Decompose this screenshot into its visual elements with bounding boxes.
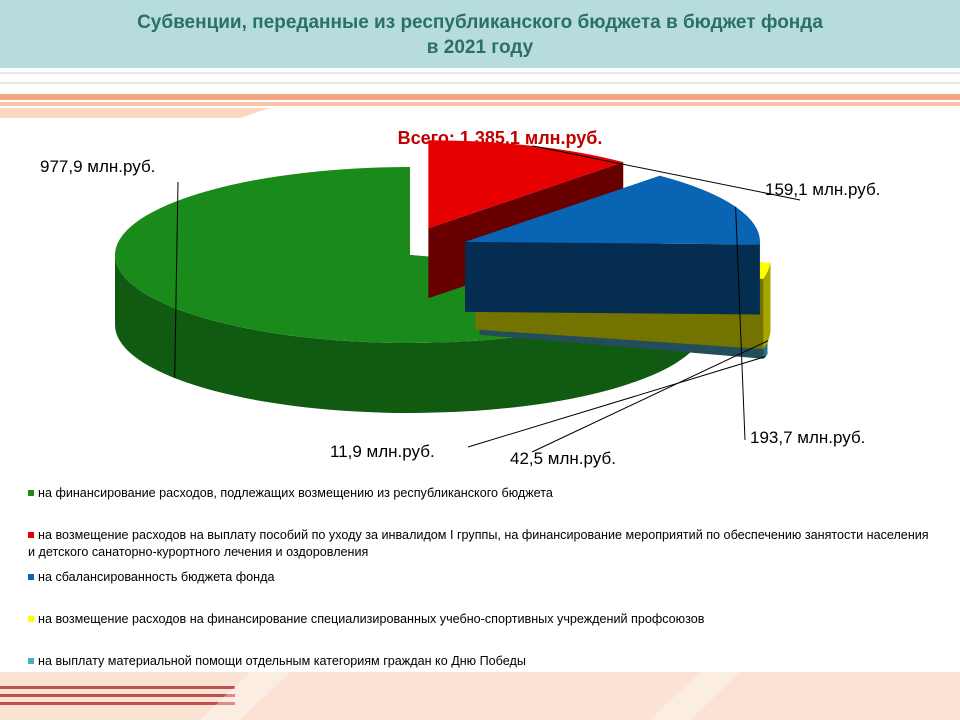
legend-text: на сбалансированность бюджета фонда	[38, 570, 275, 584]
legend-text: на финансирование расходов, подлежащих в…	[38, 486, 553, 500]
title-line-2: в 2021 году	[426, 37, 534, 58]
data-label-red: 159,1 млн.руб.	[765, 180, 881, 199]
data-label-green: 977,9 млн.руб.	[40, 157, 156, 176]
data-label-blue: 193,7 млн.руб.	[750, 428, 866, 447]
leader-line	[532, 145, 801, 201]
legend-text: на выплату материальной помощи отдельным…	[38, 654, 526, 668]
leader-line	[174, 181, 179, 379]
header-bar	[0, 0, 960, 68]
leader-line	[735, 206, 746, 441]
footer-decoration	[0, 672, 960, 720]
legend-marker-icon	[28, 532, 34, 538]
legend-item: на возмещение расходов на финансирование…	[28, 611, 938, 628]
legend-item: на финансирование расходов, подлежащих в…	[28, 485, 938, 502]
leader-line	[467, 356, 766, 448]
legend-item: на возмещение расходов на выплату пособи…	[28, 527, 938, 561]
data-label-teal: 11,9 млн.руб.	[330, 442, 435, 461]
legend-text: на возмещение расходов на выплату пособи…	[28, 528, 929, 559]
legend-text: на возмещение расходов на финансирование…	[38, 612, 705, 626]
legend-marker-icon	[28, 616, 34, 622]
page-title: Субвенции, переданные из республиканског…	[0, 10, 960, 60]
pie-slice-2	[465, 175, 761, 315]
decorative-stripes	[0, 72, 960, 118]
title-line-1: Субвенции, переданные из республиканског…	[137, 12, 823, 33]
legend-item: на сбалансированность бюджета фонда	[28, 569, 938, 586]
legend-marker-icon	[28, 658, 34, 664]
legend-marker-icon	[28, 490, 34, 496]
leader-line	[531, 340, 769, 453]
legend-item: на выплату материальной помощи отдельным…	[28, 653, 938, 670]
data-label-yellow: 42,5 млн.руб.	[510, 449, 616, 468]
legend-marker-icon	[28, 574, 34, 580]
